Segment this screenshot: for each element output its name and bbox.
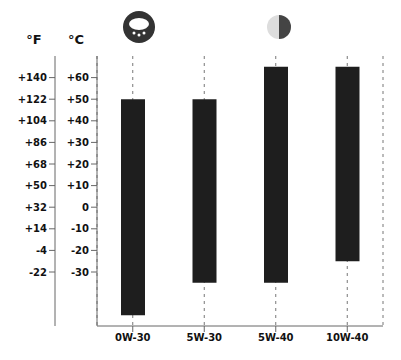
svg-text:-4: -4 [36, 245, 47, 256]
svg-text:+20: +20 [67, 159, 89, 170]
svg-text:+10: +10 [67, 180, 89, 191]
svg-text:+50: +50 [25, 180, 47, 191]
svg-text:+60: +60 [67, 72, 89, 83]
svg-text:-30: -30 [71, 267, 89, 278]
svg-text:+68: +68 [25, 159, 47, 170]
svg-text:+32: +32 [25, 202, 47, 213]
svg-text:+104: +104 [18, 115, 47, 126]
svg-text:+30: +30 [67, 137, 89, 148]
svg-text:0: 0 [82, 202, 89, 213]
svg-text:-20: -20 [71, 245, 89, 256]
svg-text:+86: +86 [25, 137, 47, 148]
svg-text:5W-30: 5W-30 [186, 332, 222, 343]
svg-text:-22: -22 [29, 267, 47, 278]
svg-text:+140: +140 [18, 72, 47, 83]
svg-text:+40: +40 [67, 115, 89, 126]
svg-text:°C: °C [68, 32, 84, 47]
svg-text:10W-40: 10W-40 [326, 332, 369, 343]
svg-text:0W-30: 0W-30 [115, 332, 151, 343]
svg-text:°F: °F [26, 32, 41, 47]
svg-text:5W-40: 5W-40 [258, 332, 294, 343]
svg-text:+122: +122 [18, 94, 47, 105]
svg-text:-10: -10 [71, 223, 89, 234]
svg-text:+14: +14 [25, 223, 47, 234]
svg-text:+50: +50 [67, 94, 89, 105]
